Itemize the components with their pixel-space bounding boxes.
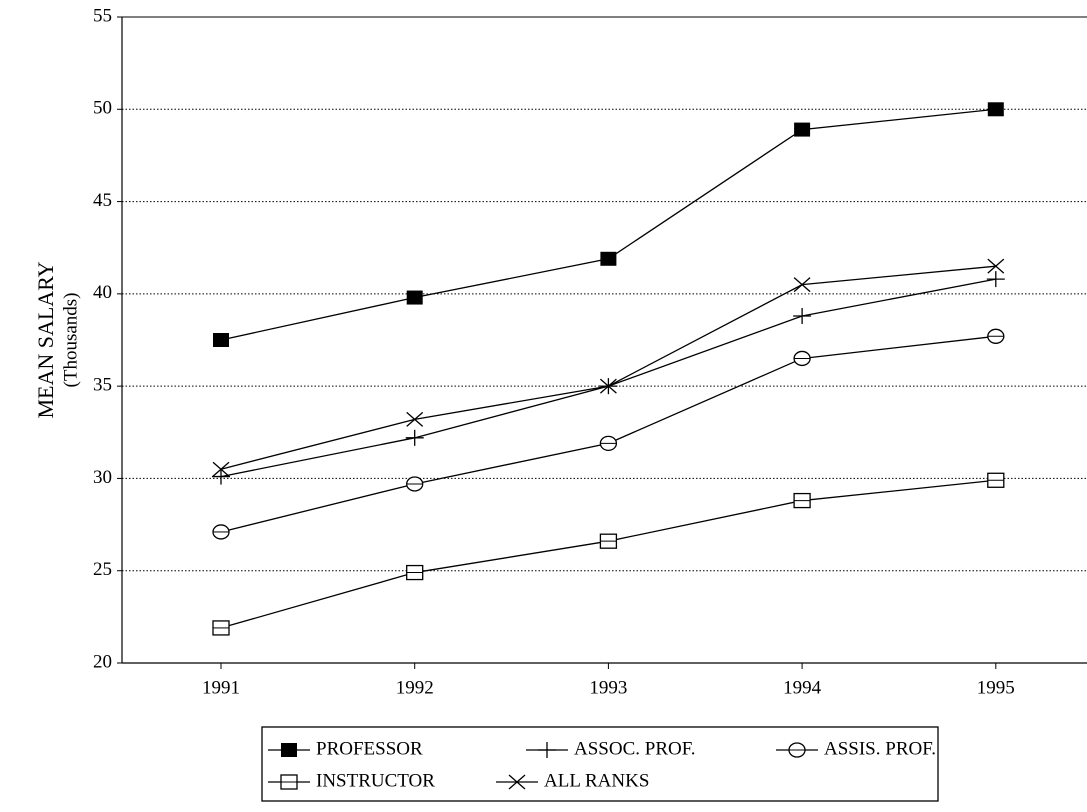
data-point (212, 461, 230, 477)
data-point (987, 328, 1005, 344)
data-point (793, 350, 811, 367)
y-tick-label: 45 (93, 190, 112, 211)
data-point (987, 472, 1005, 488)
legend-marker (280, 774, 298, 790)
data-point (987, 258, 1005, 274)
data-point (793, 308, 812, 325)
legend-marker (281, 743, 297, 757)
y-tick-label: 30 (93, 467, 112, 488)
y-tick-label: 40 (93, 282, 112, 303)
legend-box (261, 726, 939, 802)
series-line (220, 108, 996, 341)
y-axis-label: MEAN SALARY (33, 261, 58, 418)
y-tick-label: 20 (93, 651, 112, 672)
data-point (406, 411, 424, 427)
y-tick-label: 25 (93, 559, 112, 580)
data-point (406, 476, 424, 492)
x-tick-label: 1993 (589, 677, 627, 698)
data-point (599, 533, 618, 549)
legend-marker (508, 774, 526, 790)
x-tick-label: 1992 (396, 677, 434, 698)
legend-label: ASSOC. PROF. (574, 738, 696, 759)
data-point (406, 290, 423, 305)
series-line (220, 479, 996, 629)
data-point (213, 333, 229, 347)
data-point (212, 524, 230, 540)
y-tick-label: 35 (93, 375, 112, 396)
legend-label: ASSIS. PROF. (824, 738, 936, 759)
y-tick-label: 50 (93, 98, 112, 119)
y-tick-label: 55 (93, 5, 112, 26)
data-point (599, 378, 617, 394)
legend-label: ALL RANKS (544, 770, 649, 791)
data-point (987, 102, 1004, 117)
legend-marker (538, 742, 556, 758)
legend-label: INSTRUCTOR (316, 770, 435, 791)
data-point (599, 435, 618, 452)
data-point (793, 492, 811, 509)
data-point (212, 620, 230, 636)
legend-marker (788, 742, 806, 758)
x-tick-label: 1994 (783, 677, 822, 698)
data-point (600, 251, 617, 266)
y-axis-sublabel: (Thousands) (60, 293, 81, 388)
legend-label: PROFESSOR (316, 738, 423, 759)
data-point (986, 271, 1005, 288)
series-line (220, 335, 996, 533)
x-tick-label: 1991 (202, 677, 240, 698)
data-point (793, 277, 811, 293)
data-point (212, 468, 230, 485)
data-point (405, 429, 424, 446)
data-point (406, 564, 424, 581)
x-tick-label: 1995 (977, 677, 1015, 698)
data-point (794, 122, 811, 137)
